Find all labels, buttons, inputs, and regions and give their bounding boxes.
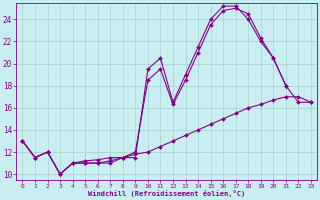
X-axis label: Windchill (Refroidissement éolien,°C): Windchill (Refroidissement éolien,°C) [88, 190, 245, 197]
